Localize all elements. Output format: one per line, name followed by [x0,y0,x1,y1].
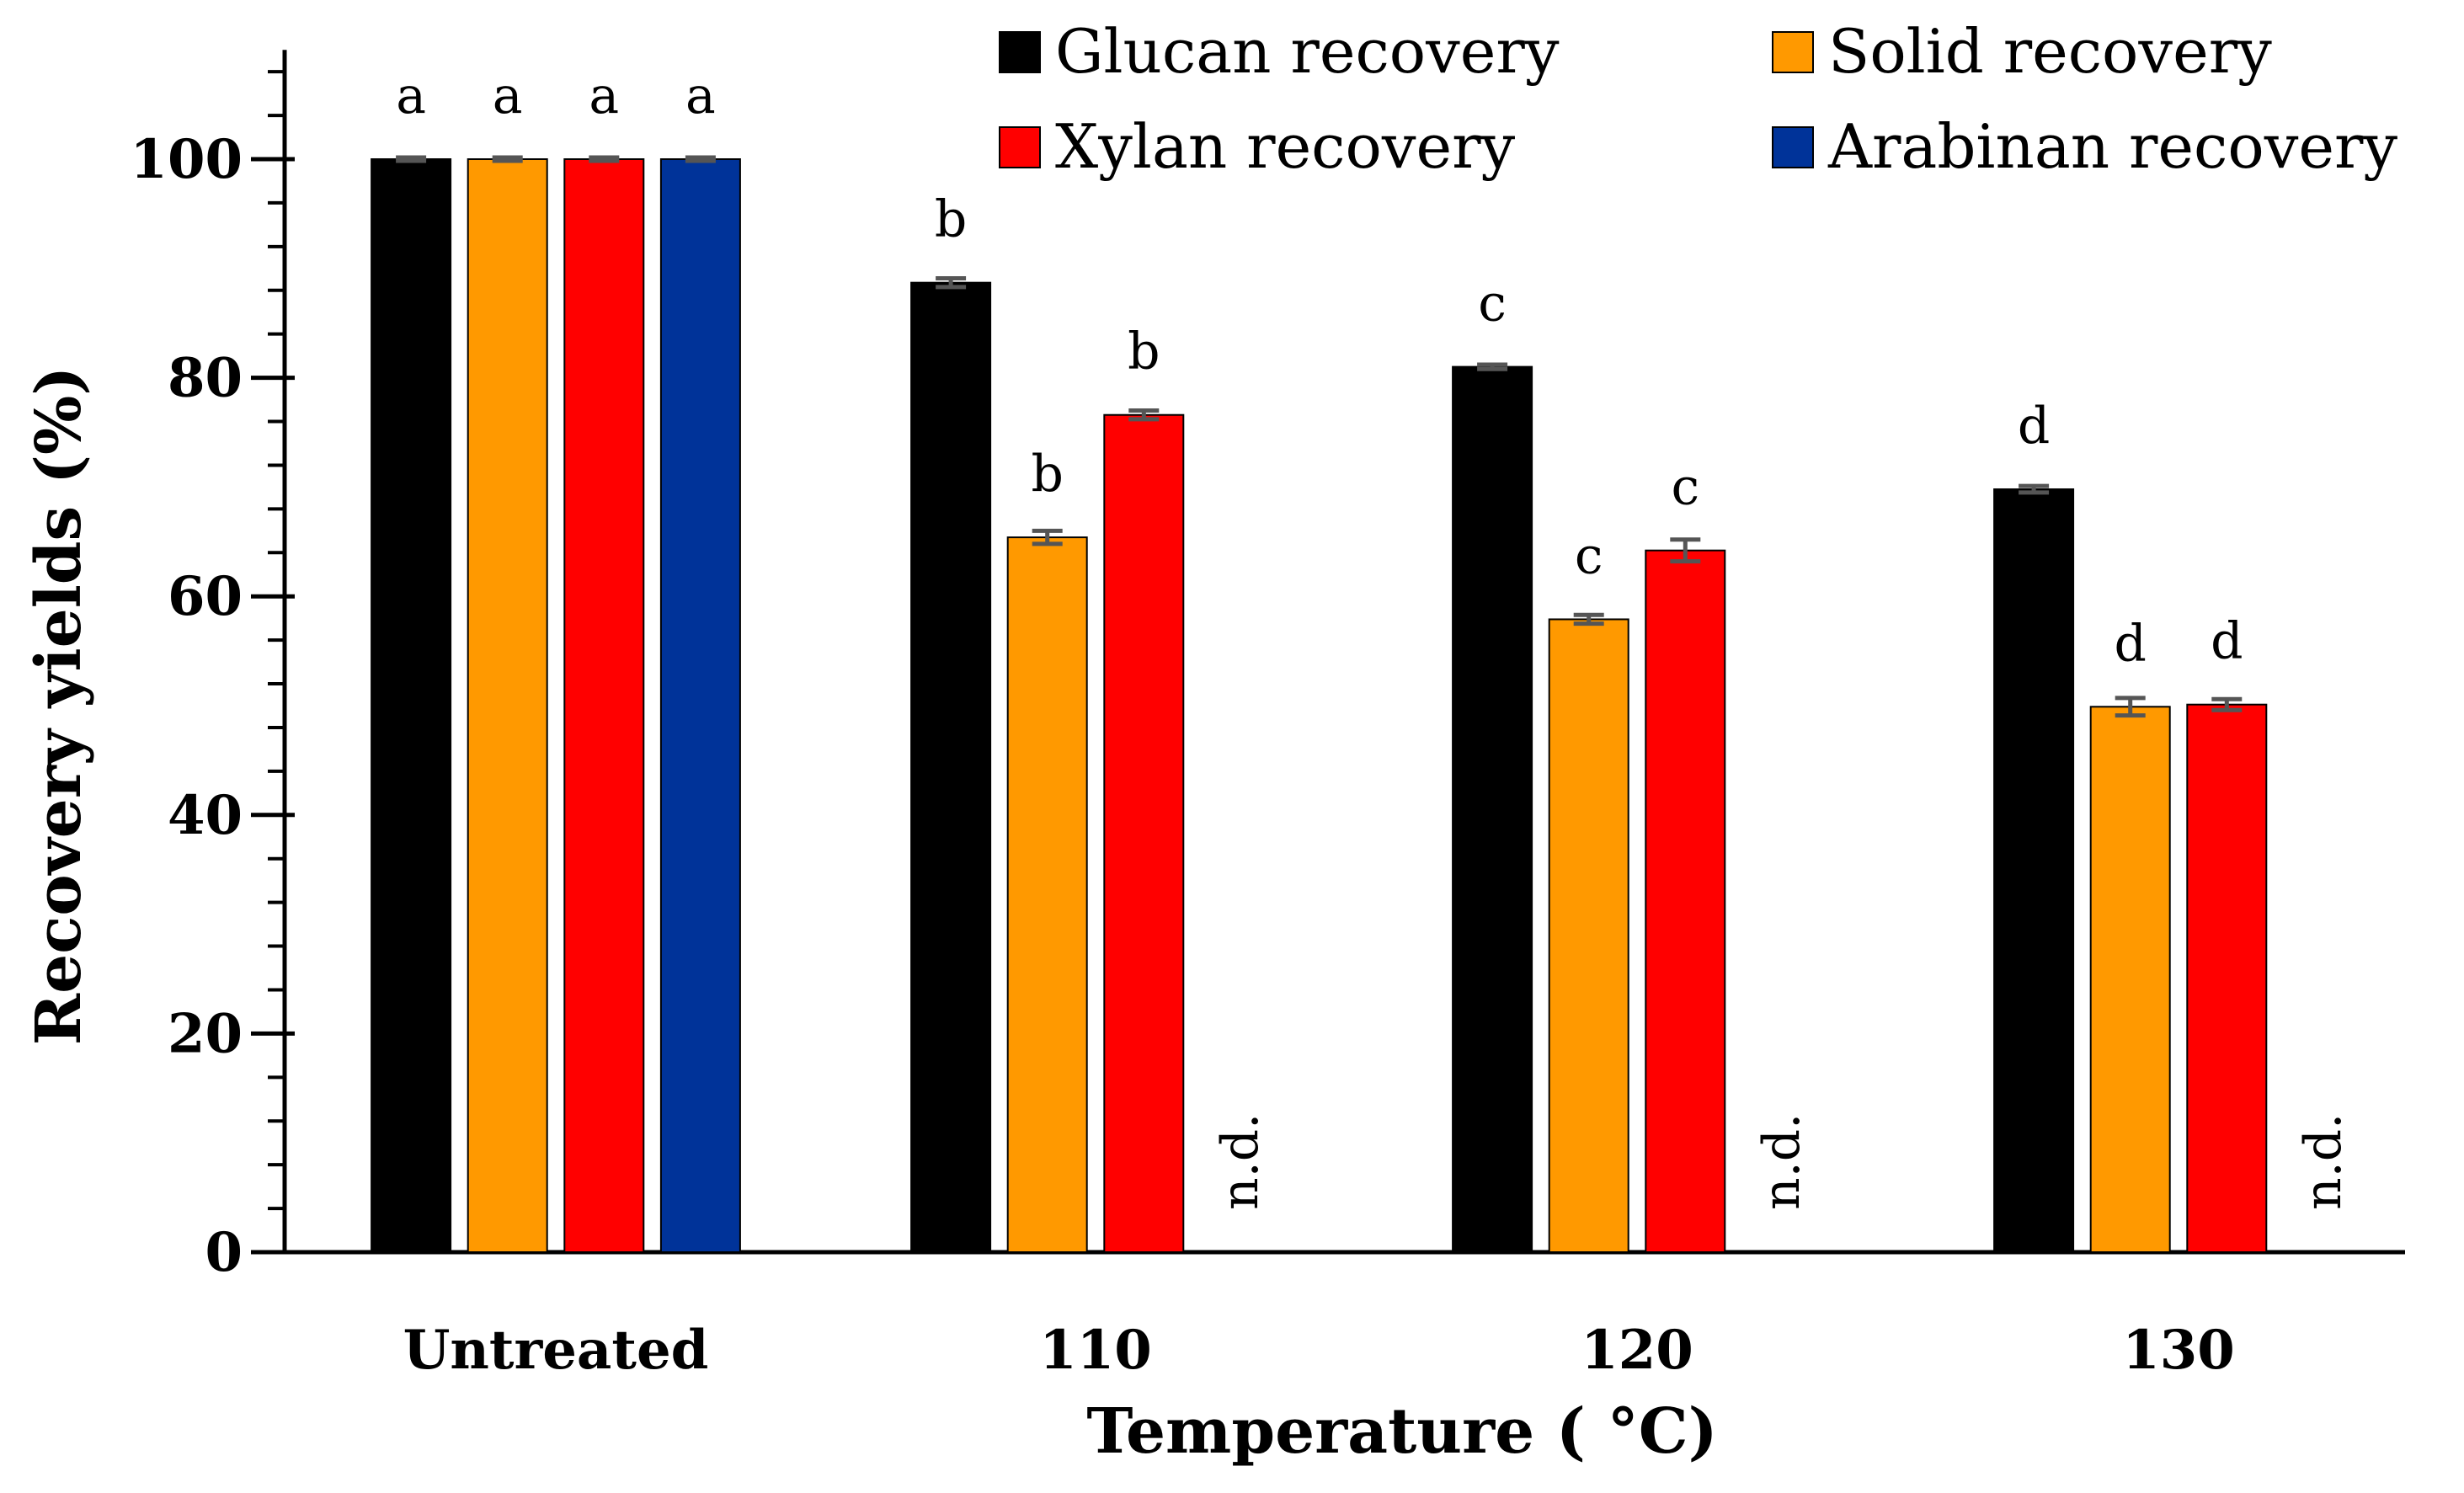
legend-label: Arabinan recovery [1827,111,2397,182]
y-tick-label: 20 [168,1002,243,1065]
not-detected-label: n.d. [1211,1113,1270,1210]
error-bar [2115,696,2146,718]
bar [467,158,548,1253]
significance-letter: c [1671,458,1699,517]
y-tick-label: 40 [168,784,243,847]
significance-letter: c [1575,526,1603,585]
significance-letter: a [396,67,426,125]
x-tick-label: 130 [2122,1319,2235,1382]
bar [1452,365,1533,1253]
bars: a a a a b b b n.d. c c c n.d. d d d n.d. [371,67,2363,1254]
bar [1006,536,1088,1253]
x-tick-label: 110 [1039,1319,1152,1382]
error-bar [2019,483,2050,495]
bar [1103,413,1185,1253]
legend: Glucan recovery Solid recovery Xylan recov… [999,16,2397,182]
error-bar [1128,408,1160,422]
bar [1645,549,1726,1253]
significance-letter: a [493,67,523,125]
bar [1548,618,1629,1253]
significance-letter: c [1478,275,1507,333]
x-tick-label: Untreated [403,1319,709,1382]
significance-letter: a [589,67,619,125]
not-detected-label: n.d. [1752,1113,1811,1210]
error-bar [1670,537,1701,564]
error-bar [492,155,523,163]
x-axis-title: Temperature ( °C) [1086,1395,1717,1468]
y-tick-label: 100 [130,128,243,191]
not-detected-label: n.d. [2294,1113,2353,1210]
significance-letter: b [935,190,967,249]
y-tick-label: 60 [168,565,243,628]
significance-letter: a [685,67,716,125]
error-bar [1477,362,1508,371]
error-bar [396,155,427,163]
y-axis-title: Recovery yields (%) [23,366,95,1046]
legend-label: Xylan recovery [1055,111,1516,182]
bar [371,158,452,1253]
legend-swatch [999,31,1041,73]
bar [659,158,741,1253]
error-bar [1573,612,1604,627]
legend-label: Glucan recovery [1055,16,1560,87]
bar [563,158,645,1253]
error-bar [2211,696,2243,712]
legend-swatch [999,126,1041,168]
bar [910,281,992,1254]
bar [1993,488,2075,1253]
error-bar [589,155,620,163]
significance-letter: d [2018,397,2050,456]
error-bar [685,155,716,163]
bar [2186,703,2268,1253]
y-tick-label: 0 [205,1221,243,1284]
legend-swatch [1772,31,1814,73]
bar [2089,706,2171,1253]
significance-letter: b [1031,445,1063,504]
significance-letter: d [2114,614,2146,673]
significance-letter: b [1128,323,1160,381]
legend-label: Solid recovery [1828,16,2272,87]
error-bar [1032,528,1063,547]
y-tick-label: 80 [168,347,243,410]
legend-swatch [1772,126,1814,168]
significance-letter: d [2211,612,2243,671]
x-tick-label: 120 [1581,1319,1693,1382]
error-bar [936,275,967,290]
